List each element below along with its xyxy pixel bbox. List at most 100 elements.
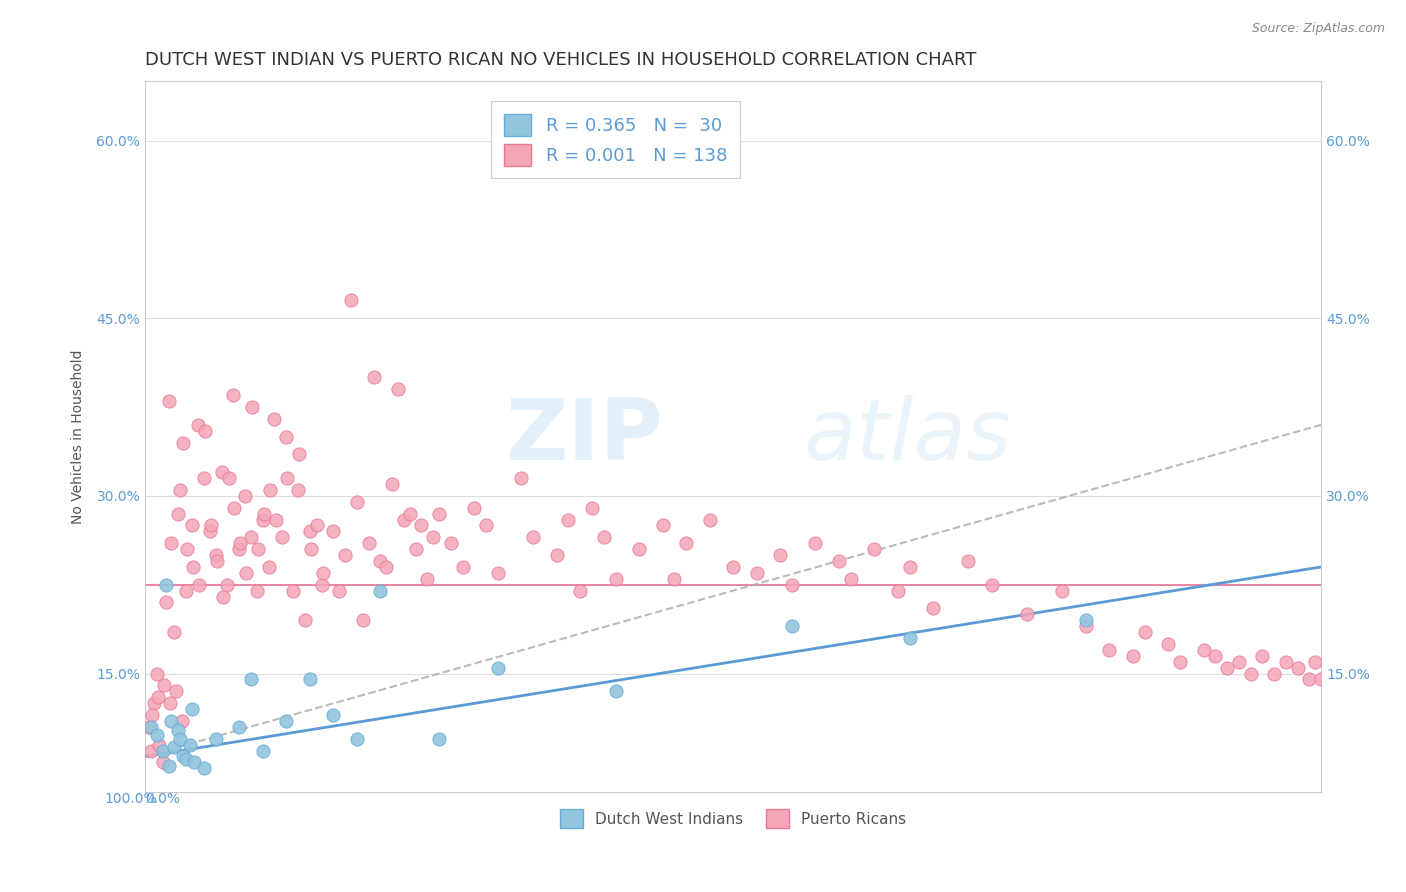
Point [165, 684, 187, 698]
Point [863, 542, 886, 557]
Point [198, 524, 221, 539]
Point [257, 560, 280, 574]
Point [368, 554, 391, 568]
Point [276, 471, 298, 485]
Legend: Dutch West Indians, Puerto Ricans: Dutch West Indians, Puerto Ricans [554, 803, 912, 834]
Point [138, 720, 160, 734]
Point [592, 530, 614, 544]
Point [699, 512, 721, 526]
Point [288, 447, 311, 461]
Point [174, 583, 197, 598]
Point [172, 435, 194, 450]
Point [305, 518, 328, 533]
Point [322, 524, 344, 539]
Point [229, 536, 252, 550]
Point [1286, 660, 1309, 674]
Point [664, 572, 686, 586]
Point [146, 690, 169, 705]
Point [239, 673, 262, 687]
Point [475, 518, 498, 533]
Point [1052, 583, 1074, 598]
Text: 0.0%: 0.0% [145, 792, 180, 806]
Point [440, 536, 463, 550]
Point [172, 749, 194, 764]
Point [557, 512, 579, 526]
Point [246, 583, 269, 598]
Point [1310, 673, 1333, 687]
Point [780, 619, 803, 633]
Point [170, 714, 193, 728]
Point [346, 495, 368, 509]
Point [804, 536, 827, 550]
Point [1074, 613, 1097, 627]
Point [1133, 625, 1156, 640]
Point [839, 572, 862, 586]
Point [264, 512, 287, 526]
Point [139, 720, 162, 734]
Point [368, 583, 391, 598]
Point [153, 678, 176, 692]
Point [1192, 643, 1215, 657]
Point [159, 696, 181, 710]
Point [239, 530, 262, 544]
Point [1017, 607, 1039, 622]
Point [357, 536, 380, 550]
Point [898, 631, 921, 645]
Y-axis label: No Vehicles in Household: No Vehicles in Household [72, 350, 86, 524]
Point [283, 583, 305, 598]
Point [980, 577, 1002, 591]
Point [375, 560, 398, 574]
Point [333, 548, 356, 562]
Point [298, 673, 321, 687]
Point [146, 666, 169, 681]
Point [181, 518, 204, 533]
Point [463, 500, 485, 515]
Point [240, 400, 263, 414]
Text: DUTCH WEST INDIAN VS PUERTO RICAN NO VEHICLES IN HOUSEHOLD CORRELATION CHART: DUTCH WEST INDIAN VS PUERTO RICAN NO VEH… [145, 51, 976, 69]
Point [1098, 643, 1121, 657]
Point [187, 417, 209, 432]
Point [605, 684, 627, 698]
Point [581, 500, 603, 515]
Point [181, 560, 204, 574]
Point [546, 548, 568, 562]
Point [163, 625, 186, 640]
Point [252, 512, 274, 526]
Point [769, 548, 792, 562]
Point [322, 708, 344, 723]
Point [1298, 673, 1320, 687]
Point [1275, 655, 1298, 669]
Point [451, 560, 474, 574]
Point [181, 702, 204, 716]
Point [569, 583, 592, 598]
Point [311, 577, 333, 591]
Point [745, 566, 768, 580]
Point [294, 613, 316, 627]
Point [340, 293, 363, 308]
Point [1074, 619, 1097, 633]
Point [160, 536, 183, 550]
Point [263, 412, 285, 426]
Point [299, 542, 322, 557]
Point [510, 471, 533, 485]
Point [155, 577, 177, 591]
Point [211, 590, 233, 604]
Point [605, 572, 627, 586]
Point [1204, 648, 1226, 663]
Point [179, 738, 201, 752]
Point [651, 518, 673, 533]
Point [486, 660, 509, 674]
Point [167, 507, 190, 521]
Point [1239, 666, 1261, 681]
Point [298, 524, 321, 539]
Point [217, 577, 239, 591]
Point [163, 739, 186, 754]
Point [398, 507, 420, 521]
Point [152, 743, 174, 757]
Point [141, 708, 163, 723]
Point [233, 489, 256, 503]
Point [363, 370, 385, 384]
Point [176, 542, 198, 557]
Point [169, 483, 191, 497]
Point [957, 554, 980, 568]
